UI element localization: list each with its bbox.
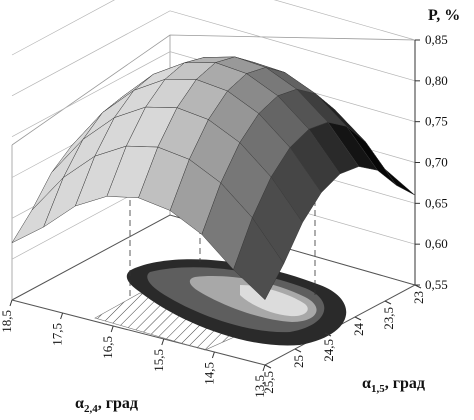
floor-contour [126, 259, 347, 346]
x-tick-label: 13,5 [252, 375, 267, 398]
y-tick-label: 24 [351, 323, 366, 337]
contour-core [240, 285, 308, 317]
z-tick-label: 0,60 [425, 236, 448, 251]
z-tick-label: 0,55 [425, 277, 448, 292]
x-tick-mark [60, 312, 64, 320]
x-tick-label: 15,5 [151, 349, 166, 372]
x-axis-title-main: α [75, 395, 84, 412]
surface-mesh [11, 56, 416, 301]
z-tick-label: 0,70 [425, 155, 448, 170]
z-tick-label: 0,85 [425, 32, 448, 47]
y-axis-title-sub: 1,5 [371, 383, 385, 395]
x-tick-mark [161, 338, 165, 346]
surface-facet [233, 217, 285, 301]
y-tick-mark [414, 284, 422, 289]
y-tick-label: 23 [411, 291, 426, 304]
x-tick-mark [262, 364, 266, 372]
z-tick-label: 0,75 [425, 114, 448, 129]
y-axis-title-rest: , град [385, 375, 425, 392]
y-axis-title-main: α [362, 375, 371, 392]
y-tick-mark [294, 348, 302, 353]
z-tick-label: 0,80 [425, 73, 448, 88]
x-axis-title-sub: 2,4 [84, 403, 98, 415]
x-tick-mark [211, 351, 215, 359]
y-tick-label: 23,5 [381, 307, 396, 330]
y-tick-mark [264, 364, 272, 369]
z-axis-ticks: 0,85 0,80 0,75 0,70 0,65 0,60 0,55 [414, 32, 448, 292]
z-tick-label: 0,65 [425, 195, 448, 210]
x-tick-label: 14,5 [201, 362, 216, 385]
x-axis-ticks: 18,5 17,5 16,5 15,5 14,5 13,5 [0, 299, 267, 398]
x-tick-label: 17,5 [50, 323, 65, 346]
x-tick-mark [9, 299, 13, 307]
y-tick-label: 24,5 [321, 339, 336, 362]
y-tick-mark [354, 316, 362, 321]
z-axis-title: P, % [428, 7, 460, 24]
y-tick-label: 25,5 [261, 371, 276, 394]
y-axis-title: α1,5, град [362, 375, 425, 395]
z-gridline [11, 51, 416, 137]
z-gridline [11, 10, 416, 97]
y-tick-mark [384, 300, 392, 305]
x-axis-title-rest: , град [98, 395, 138, 412]
y-tick-label: 25 [291, 355, 306, 368]
x-axis-title: α2,4, град [75, 395, 138, 415]
y-axis-ticks: 23 23,5 24 24,5 25 25,5 [261, 284, 426, 394]
x-tick-label: 16,5 [100, 336, 115, 359]
y-tick-mark [324, 332, 332, 337]
x-tick-label: 18,5 [0, 310, 14, 333]
x-tick-mark [110, 325, 114, 333]
z-gridline [11, 0, 416, 56]
